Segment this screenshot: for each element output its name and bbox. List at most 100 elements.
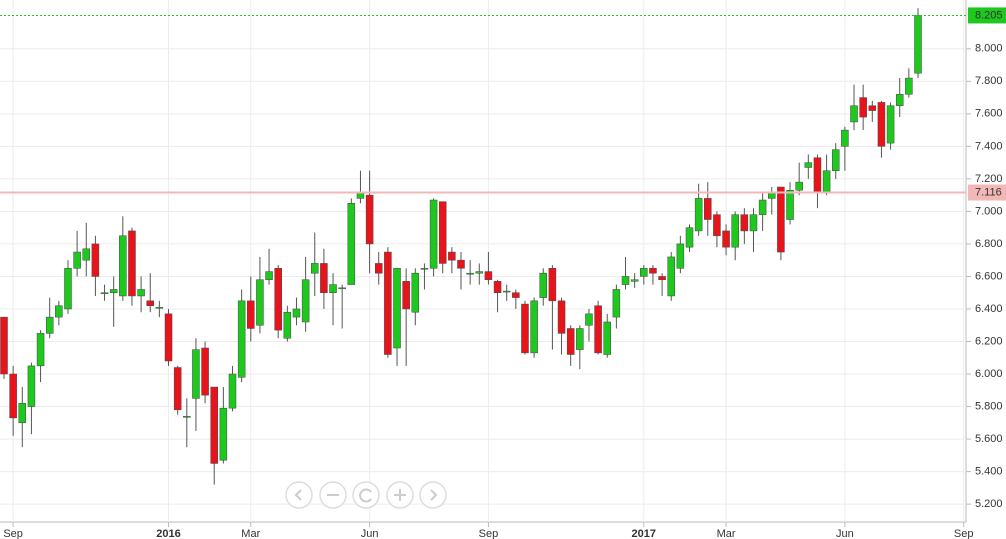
reset-button[interactable] [352,481,380,509]
candle-body [27,365,36,407]
candle-body [895,94,904,106]
candle-body [36,333,45,367]
candle-body [557,300,566,334]
candle-body [758,199,767,215]
candle-body [119,235,127,297]
candle-body [877,102,886,147]
y-tick-label: 5.400 [975,465,1003,477]
candle-body [493,281,502,293]
candle-body [694,198,703,232]
x-tick-label: Mar [241,528,260,539]
candle-body [183,416,191,418]
candle-body [73,251,81,269]
candle-body [850,105,858,123]
candle-body [164,313,173,362]
candle-body [649,268,657,274]
candle-body [603,321,611,355]
candle-body [219,407,228,461]
candle-body [466,272,474,275]
candle-body [210,386,218,464]
y-tick-label: 5.600 [975,433,1003,445]
candle-body [822,170,831,193]
x-tick-label: Mar [717,528,736,539]
candle-body [146,300,154,306]
candle-body [402,281,410,310]
y-tick-label: 6.400 [975,303,1003,315]
candle-body [685,227,694,248]
candle-body [704,198,712,220]
candle-body [731,214,739,248]
candle-body [274,268,282,331]
price-badge [968,7,1006,24]
x-tick-label: Sep [479,528,499,539]
candle-body [374,263,383,274]
candle-body [247,300,255,329]
scroll-left-button[interactable] [285,481,313,509]
price-badge [968,184,1006,201]
candle-body [777,186,785,253]
scroll-right-button[interactable] [419,481,447,509]
candle-body [45,316,54,334]
candle-body [82,248,91,261]
candle-body [886,105,895,144]
candle-body [55,305,63,318]
price-label: 8.205 [975,9,1003,21]
y-tick-label: 7.400 [975,140,1003,152]
candle-body [512,292,520,298]
candle-body [612,289,621,318]
candle-body [9,373,17,419]
candle-body [676,243,685,269]
candle-body [420,268,429,270]
candle-body [630,279,639,282]
candle-body [429,199,438,269]
price-label: 7.116 [975,186,1002,198]
candle-body [585,313,593,326]
x-tick-label: 2016 [156,528,180,539]
candle-body [100,292,109,294]
candle-body [228,373,237,409]
candle-body [237,300,246,378]
candle-body [658,276,666,280]
candle-body [438,201,447,264]
y-tick-label: 7.200 [975,173,1003,185]
candle-body [786,190,794,220]
candle-body [292,308,301,318]
y-tick-label: 5.200 [975,498,1003,510]
candle-body [283,311,292,339]
candle-body [329,284,337,293]
candle-body [548,268,557,302]
candle-body [621,276,630,285]
candle-body [18,403,27,424]
candle-body [347,203,356,285]
candle-body [831,149,840,171]
candle-body [64,268,72,310]
candle-body [813,157,822,193]
candle-body [868,105,877,111]
x-tick-label: Sep [3,528,23,539]
candle-body [566,328,575,355]
candle-body [128,230,136,297]
candle-body [640,268,648,277]
candle-body [521,303,529,354]
candle-body [859,97,867,118]
candle-body [201,347,209,396]
candle-body [155,307,164,309]
candle-body [905,77,913,95]
candle-body [740,214,749,232]
candle-body [173,367,182,411]
zoom-in-button[interactable] [386,481,414,509]
candle-body [484,271,493,280]
y-tick-label: 7.000 [975,205,1003,217]
candle-body [667,256,675,297]
candle-body [393,268,401,349]
candle-body [301,279,310,323]
candle-body [192,349,200,399]
y-tick-label: 6.000 [975,368,1003,380]
candle-body [91,243,100,277]
candle-body [795,181,803,191]
x-tick-label: Jun [361,528,379,539]
candle-body [265,271,273,280]
candle-body [411,272,420,313]
zoom-out-button[interactable] [319,481,347,509]
candle-body [384,251,392,355]
